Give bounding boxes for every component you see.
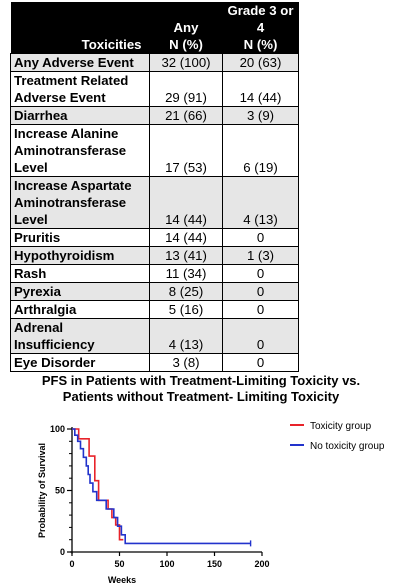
- toxicity-label: Adrenal Insufficiency: [10, 318, 150, 354]
- grade-3-4-count-cell: 4 (13): [222, 176, 299, 229]
- y-axis-label: Probability of Survival: [37, 443, 47, 538]
- legend-label: Toxicity group: [310, 421, 372, 432]
- header-toxicities: Toxicities: [10, 2, 150, 54]
- table-row: Eye Disorder 3 (8) 0: [10, 353, 299, 372]
- table-row: Adrenal Insufficiency 4 (13) 0: [10, 318, 299, 354]
- any-count-cell: 5 (16): [149, 300, 223, 319]
- any-count-cell: 11 (34): [149, 264, 223, 283]
- grade-3-4-count-cell: 3 (9): [222, 106, 299, 125]
- grade-3-4-count-cell: 0: [222, 300, 299, 319]
- toxicity-label-line: Treatment Related: [14, 73, 129, 88]
- toxicity-label-line: Eye Disorder: [14, 355, 96, 370]
- any-count-cell: 29 (91): [149, 71, 223, 107]
- any-count-cell: 14 (44): [149, 228, 223, 247]
- any-count-cell: 17 (53): [149, 124, 223, 177]
- x-tick-label: 100: [159, 559, 174, 569]
- table-row: Rash 11 (34) 0: [10, 264, 299, 283]
- series-line-no-toxicity: [72, 428, 251, 545]
- x-tick-label: 200: [254, 559, 269, 569]
- any-count-cell: 8 (25): [149, 282, 223, 301]
- grade-3-4-count-cell: 6 (19): [222, 124, 299, 177]
- toxicity-label: Any Adverse Event: [10, 53, 150, 72]
- x-tick-label: 50: [114, 559, 124, 569]
- chart-title-line-1: PFS in Patients with Treatment-Limiting …: [41, 373, 361, 388]
- x-tick-label: 150: [207, 559, 222, 569]
- toxicity-label-line: Any Adverse Event: [14, 55, 134, 70]
- toxicity-label: Increase Aspartate Aminotransferase Level: [10, 176, 150, 229]
- table-row: Any Adverse Event 32 (100) 20 (63): [10, 53, 299, 72]
- toxicity-label-line: Aminotransferase: [14, 143, 127, 158]
- chart-title-line-2: Patients without Treatment- Limiting Tox…: [62, 389, 340, 404]
- header-grade-3-or-4: Grade 3 or 4 N (%): [222, 2, 299, 54]
- table-row: Pyrexia 8 (25) 0: [10, 282, 299, 301]
- grade-3-4-count-cell: 20 (63): [222, 53, 299, 72]
- table-row: Pruritis 14 (44) 0: [10, 228, 299, 247]
- toxicity-label: Hypothyroidism: [10, 246, 150, 265]
- toxicity-label-line: Level: [14, 212, 48, 227]
- x-tick-label: 0: [69, 559, 74, 569]
- kaplan-meier-chart: 0 50 100 150 200 0 50 100 Weeks Probability of Su…: [37, 421, 385, 585]
- any-count-cell: 13 (41): [149, 246, 223, 265]
- header-any: Any N (%): [149, 2, 223, 54]
- any-count-cell: 32 (100): [149, 53, 223, 72]
- toxicity-label-line: Pyrexia: [14, 284, 61, 299]
- toxicity-label-line: Adverse Event: [14, 90, 106, 105]
- grade-3-4-count-cell: 0: [222, 353, 299, 372]
- toxicity-label: Rash: [10, 264, 150, 283]
- toxicities-table: Toxicities Any N (%) Grade 3 or 4 N (%) …: [10, 2, 299, 372]
- y-tick-label: 50: [55, 486, 65, 496]
- toxicity-label-line: Increase Alanine: [14, 126, 119, 141]
- toxicity-label-line: Diarrhea: [14, 108, 68, 123]
- toxicity-label: Eye Disorder: [10, 353, 150, 372]
- table-header-row: Toxicities Any N (%) Grade 3 or 4 N (%): [10, 2, 299, 54]
- toxicity-label: Diarrhea: [10, 106, 150, 125]
- toxicity-label-line: Level: [14, 160, 48, 175]
- grade-3-4-count-cell: 0: [222, 318, 299, 354]
- toxicity-label: Pyrexia: [10, 282, 150, 301]
- x-axis-label: Weeks: [108, 575, 136, 585]
- toxicity-label-line: Aminotransferase: [14, 195, 127, 210]
- toxicity-label: Treatment Related Adverse Event: [10, 71, 150, 107]
- any-count-cell: 21 (66): [149, 106, 223, 125]
- toxicity-label-line: Adrenal Insufficiency: [14, 320, 95, 352]
- any-count-cell: 4 (13): [149, 318, 223, 354]
- toxicity-label-line: Rash: [14, 266, 47, 281]
- legend-label: No toxicity group: [310, 441, 385, 452]
- toxicity-label: Increase Alanine Aminotransferase Level: [10, 124, 150, 177]
- grade-3-4-count-cell: 1 (3): [222, 246, 299, 265]
- table-row: Arthralgia 5 (16) 0: [10, 300, 299, 319]
- grade-3-4-count-cell: 0: [222, 264, 299, 283]
- toxicity-label: Pruritis: [10, 228, 150, 247]
- toxicity-label-line: Pruritis: [14, 230, 61, 245]
- y-tick-label: 0: [60, 547, 65, 557]
- toxicity-label-line: Hypothyroidism: [14, 248, 115, 263]
- any-count-cell: 3 (8): [149, 353, 223, 372]
- grade-3-4-count-cell: 0: [222, 282, 299, 301]
- grade-3-4-count-cell: 14 (44): [222, 71, 299, 107]
- table-row: Increase Alanine Aminotransferase Level 17 …: [10, 124, 299, 177]
- chart-title: PFS in Patients with Treatment-Limiting …: [0, 373, 402, 405]
- table-row: Hypothyroidism 13 (41) 1 (3): [10, 246, 299, 265]
- table-row: Increase Aspartate Aminotransferase Level 1…: [10, 176, 299, 229]
- grade-3-4-count-cell: 0: [222, 228, 299, 247]
- table-row: Treatment Related Adverse Event 29 (91) 14 …: [10, 71, 299, 107]
- toxicity-label-line: Arthralgia: [14, 302, 77, 317]
- any-count-cell: 14 (44): [149, 176, 223, 229]
- toxicity-label: Arthralgia: [10, 300, 150, 319]
- toxicity-label-line: Increase Aspartate: [14, 178, 132, 193]
- series-line-toxicity: [72, 428, 124, 541]
- y-tick-label: 100: [50, 424, 65, 434]
- table-row: Diarrhea 21 (66) 3 (9): [10, 106, 299, 125]
